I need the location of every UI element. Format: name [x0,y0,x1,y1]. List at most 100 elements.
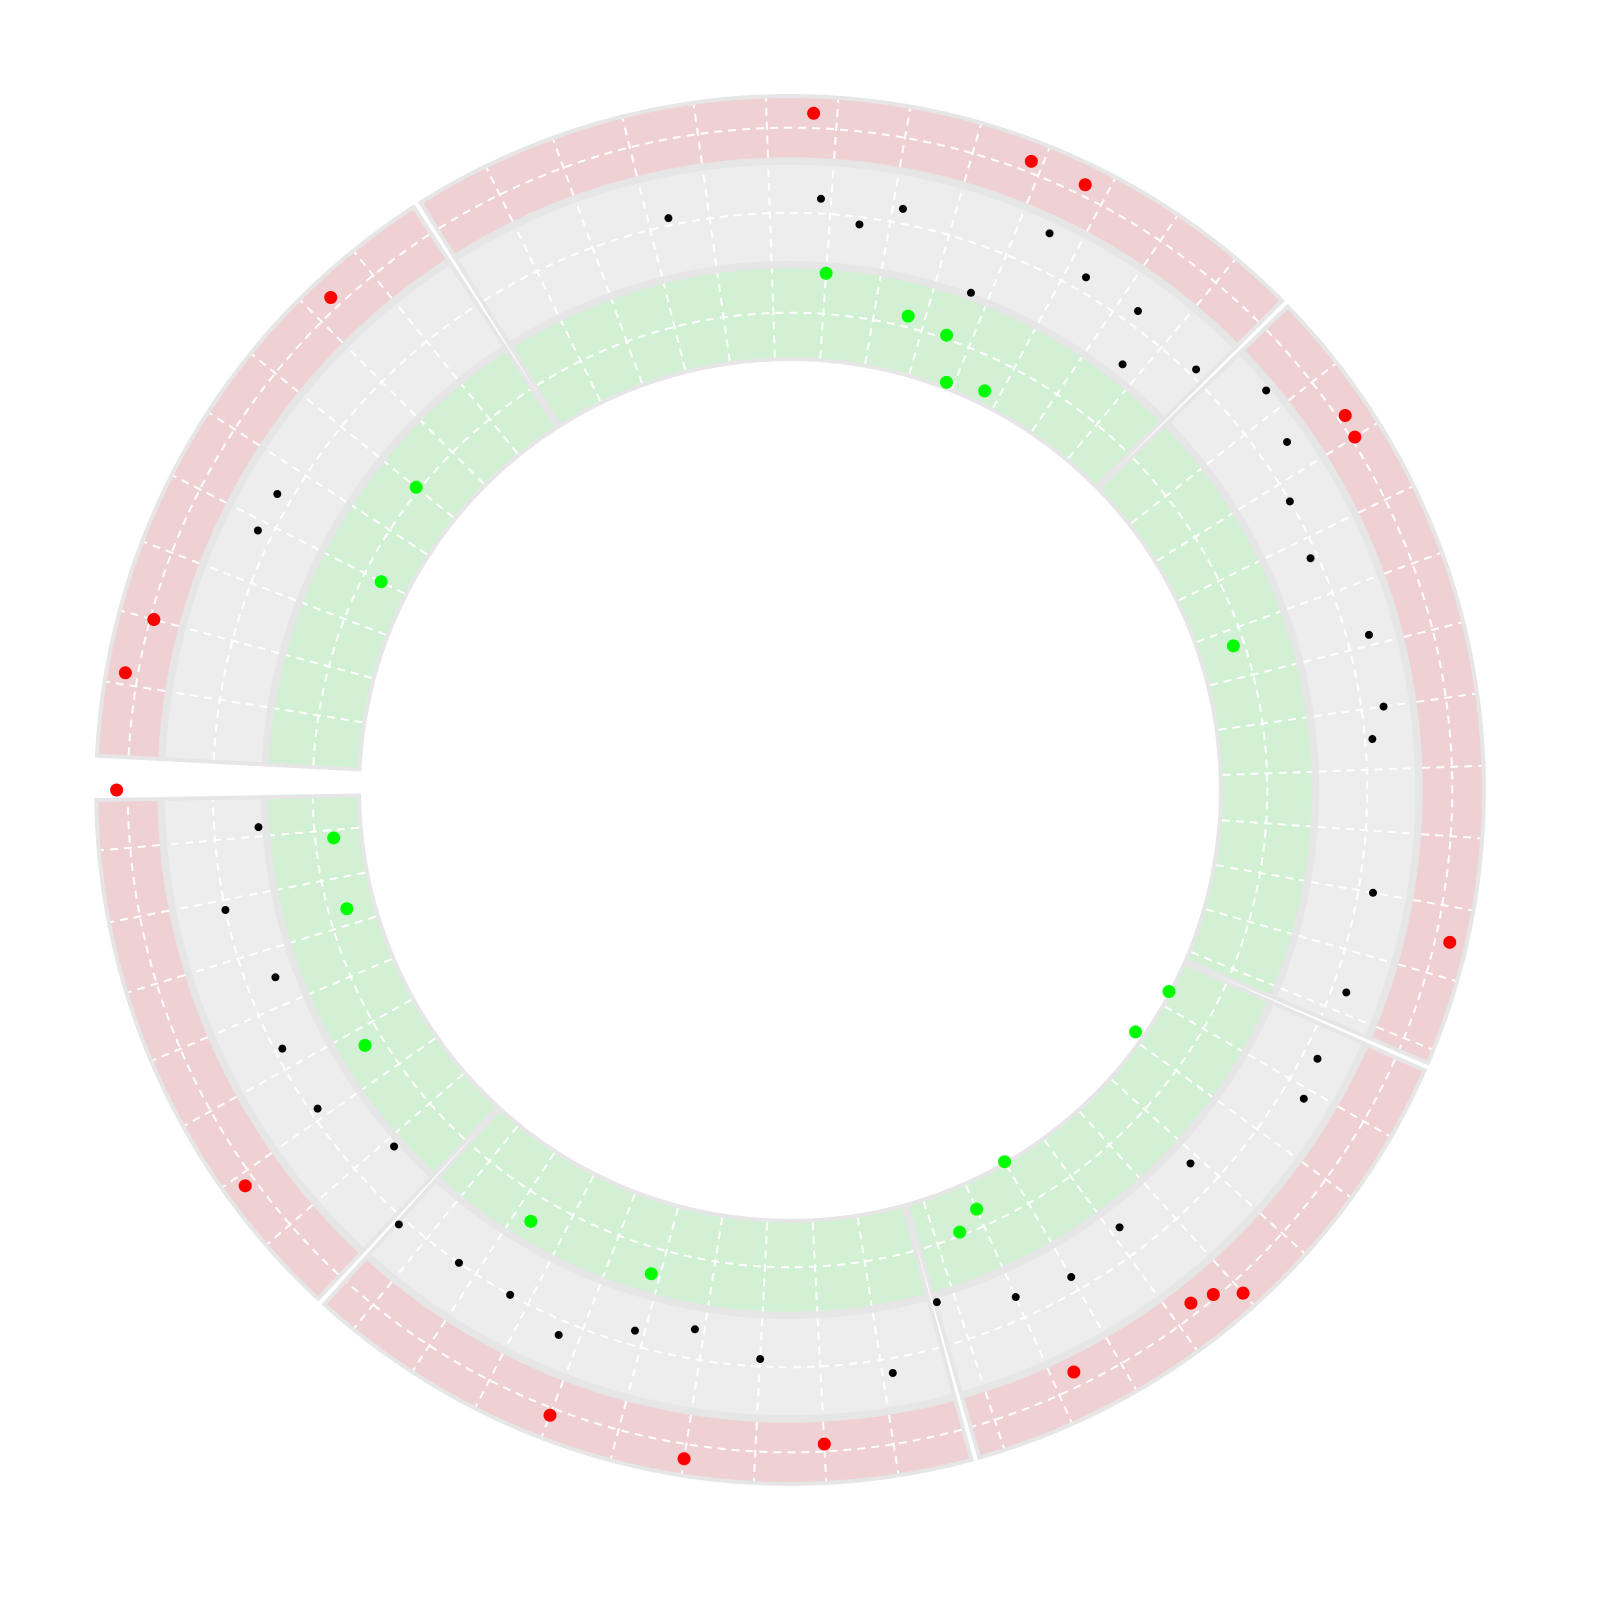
sector-3-inner-fill [909,966,1267,1292]
outer-point-15 [543,1408,557,1422]
grid-ring-0-inner [312,388,531,766]
middle-point-24 [932,1298,941,1307]
grid-spoke-1-middle [637,183,663,277]
grid-spoke-3-outer [1161,1301,1198,1351]
grid-ring-3-inner [921,983,1227,1250]
middle-point-13 [1364,630,1373,639]
grid-ring-2-outer [1265,329,1454,1050]
grid-spoke-2-middle [1265,514,1353,559]
grid-spoke-4-outer [887,1414,900,1474]
outer-point-17 [110,783,124,797]
middle-point-18 [1313,1054,1322,1063]
outer-point-12 [1067,1365,1081,1379]
grid-spoke-2-inner [1221,819,1311,828]
inner-point-8 [998,1155,1012,1169]
grid-spoke-2-inner [1196,610,1281,643]
grid-spoke-0-inner [460,383,519,455]
middle-point-21 [1115,1223,1124,1232]
grid-spoke-1-middle [987,209,1026,300]
outer-point-9 [1236,1286,1250,1300]
outer-point-5 [1078,178,1092,192]
grid-spoke-3-middle [952,1292,985,1386]
sector-1-middle-fill [458,164,1233,416]
grid-spoke-2-middle [1206,404,1284,466]
middle-point-33 [390,1142,399,1151]
grid-spoke-1-middle [575,202,610,294]
grid-spoke-4-inner [654,1207,679,1295]
grid-spoke-4-middle [627,1300,655,1395]
data-points [110,106,1457,1466]
grid-spoke-3-middle [1100,1217,1159,1297]
grid-spoke-0-middle [395,303,458,380]
inner-point-4 [978,384,992,398]
grid-spoke-4-middle [395,1200,458,1277]
grid-spoke-4-middle [816,1318,824,1415]
sector-bands [94,94,1486,1486]
grid-spoke-2-outer [1376,1026,1432,1051]
middle-point-37 [221,906,230,915]
grid-spoke-2-middle [1280,987,1371,1026]
grid-spoke-3-outer [1301,1161,1351,1198]
grid-spoke-0-middle [232,505,320,551]
grid-spoke-4-middle [691,1312,709,1408]
grid-spoke-4-outer [752,1421,758,1482]
grid-spoke-4-inner [856,1217,873,1306]
grid-spoke-2-middle [1298,934,1392,964]
grid-spoke-2-middle [1313,701,1410,718]
grid-spoke-1-outer [764,98,769,158]
middle-point-38 [254,823,263,832]
outer-point-14 [677,1452,691,1466]
grid-spoke-1-inner [1067,389,1127,460]
middle-point-4 [1045,229,1054,238]
grid-spoke-4-inner [811,1222,819,1312]
grid-spoke-1-outer [963,124,982,183]
grid-spoke-5-outer [222,1152,273,1188]
sector-2-inner-fill [1101,427,1312,994]
grid-spoke-3-outer [1105,1337,1137,1390]
grid-spoke-1-inner [610,299,643,384]
middle-point-16 [1369,888,1378,897]
grid-spoke-2-middle [1303,637,1397,663]
inner-point-12 [524,1214,538,1228]
outer-point-3 [118,666,132,680]
grid-spoke-1-middle [1085,271,1141,352]
grid-spoke-1-inner [819,269,828,359]
middle-point-11 [1285,497,1294,506]
sector-5-middle-fill [164,799,430,1248]
middle-point-35 [278,1044,287,1053]
inner-point-6 [1162,984,1176,998]
middle-point-30 [506,1290,515,1299]
middle-point-17 [1342,988,1351,997]
middle-point-19 [1299,1094,1308,1103]
grid-spoke-0-middle [347,347,417,417]
grid-spoke-2-middle [1317,825,1414,835]
grid-spoke-5-outer [267,1204,314,1245]
grid-spoke-5-inner [362,1037,436,1091]
sector-3-outer-fill [964,1047,1423,1456]
inner-point-0 [819,266,833,280]
grid-spoke-0-inner [351,505,428,556]
middle-point-27 [690,1325,699,1334]
grid-spoke-1-outer [1195,259,1236,306]
grid-spoke-4-inner [552,1175,595,1256]
inner-point-14 [340,902,354,916]
grid-spoke-2-middle [1310,880,1406,900]
grid-ring-4-middle [403,1218,940,1369]
grid-spoke-0-inner [324,552,405,595]
middle-point-0 [816,194,825,203]
grid-spoke-2-inner [1191,951,1275,987]
grid-spoke-0-outer [209,412,260,447]
grid-spoke-4-middle [871,1312,889,1408]
grid-spoke-1-outer [898,108,912,168]
grid-spoke-1-inner [716,273,731,362]
grid-spoke-1-inner [1031,356,1083,432]
sector-4-outer-fill [327,1260,970,1482]
sector-0-inner-fill [269,352,555,768]
middle-point-15 [1368,735,1377,744]
grid-spoke-1-middle [880,174,900,270]
inner-point-9 [970,1202,984,1216]
sector-1-inner-fill [513,268,1159,484]
grid-spoke-3-middle [1143,1182,1210,1256]
grid-spoke-3-middle [1053,1247,1104,1333]
grid-spoke-2-inner [1218,716,1307,731]
